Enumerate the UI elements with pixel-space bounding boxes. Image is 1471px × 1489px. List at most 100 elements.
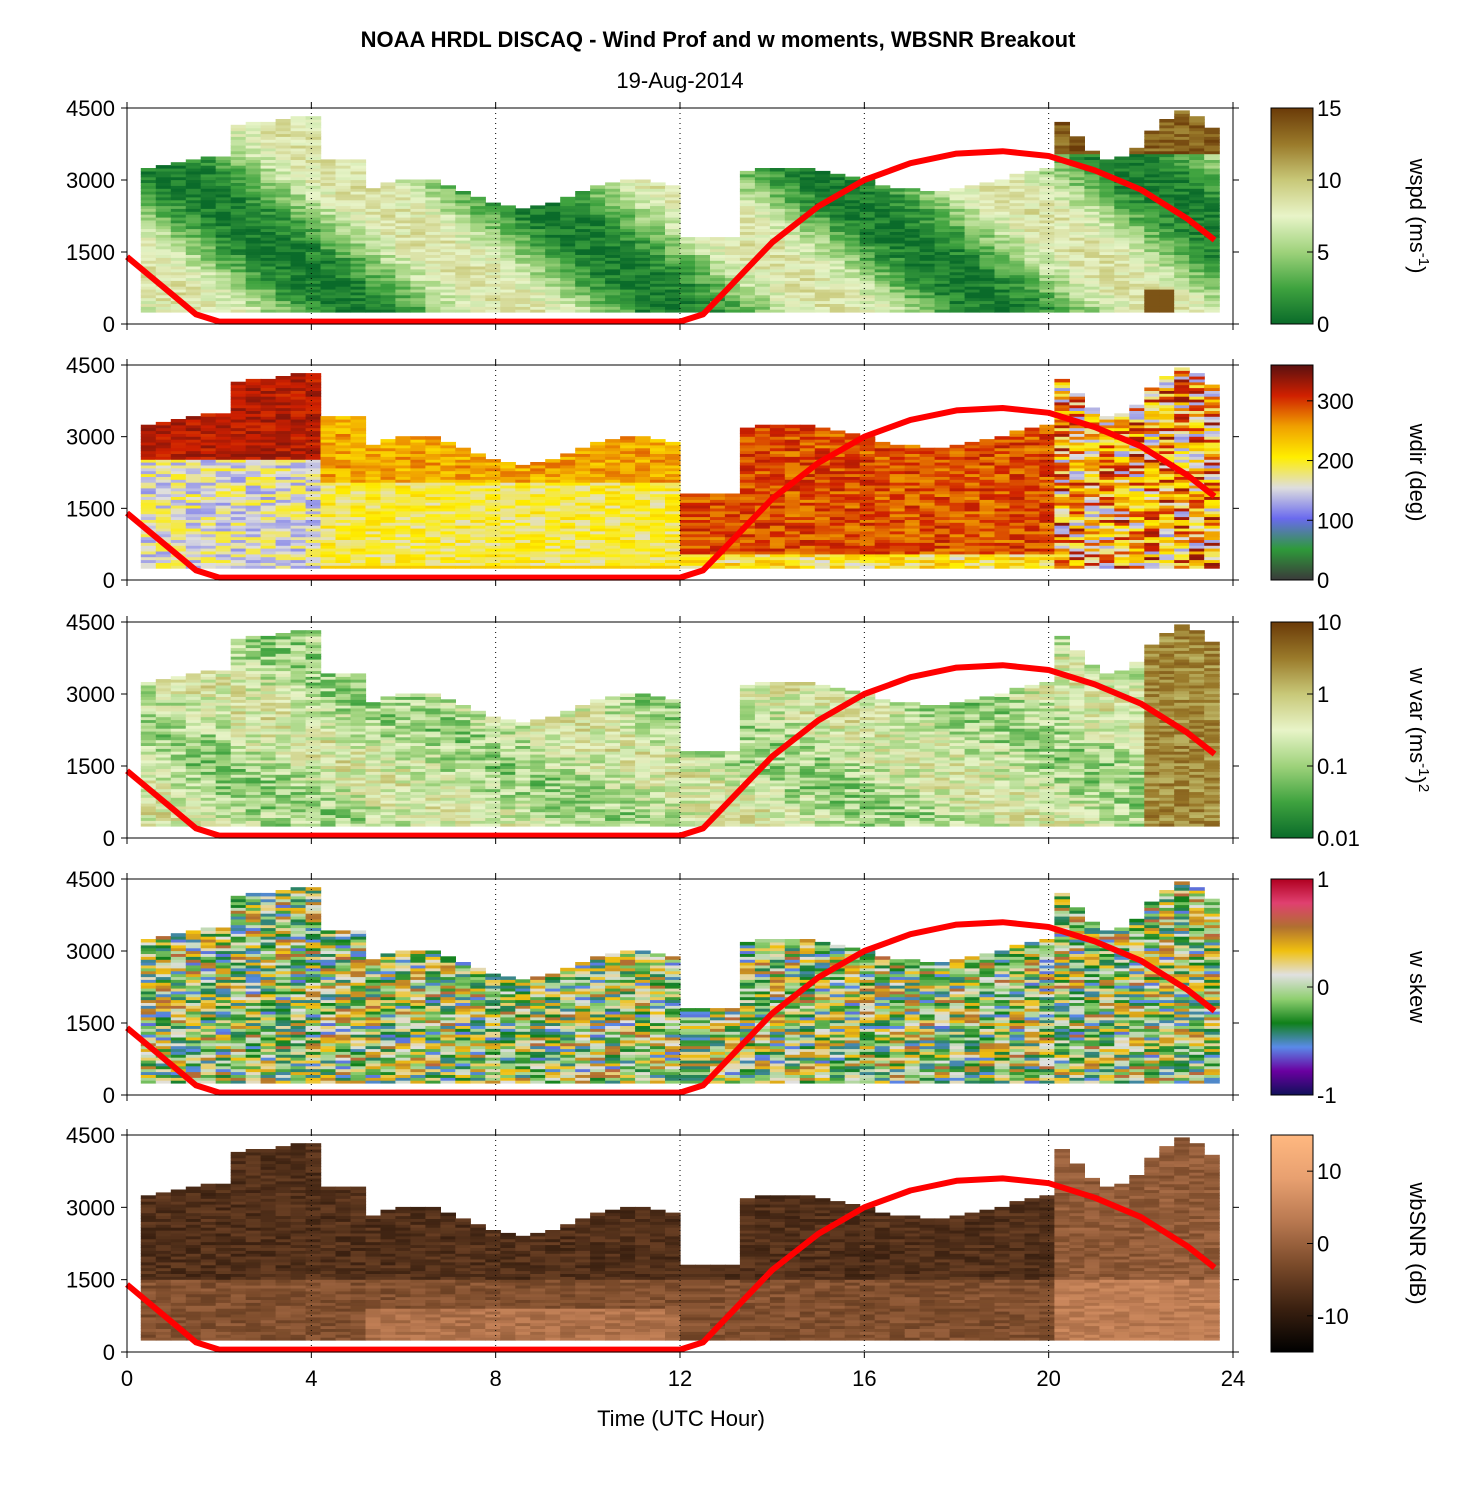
heatmap-cell xyxy=(215,309,232,313)
heatmap-cell xyxy=(455,219,471,224)
heatmap-cell xyxy=(350,208,367,212)
heatmap-cell xyxy=(290,294,307,299)
heatmap-cell xyxy=(575,196,591,201)
heatmap-cell xyxy=(140,294,157,299)
heatmap-cell xyxy=(335,265,352,270)
heatmap-cell xyxy=(290,145,307,149)
heatmap-cell xyxy=(170,237,187,241)
heatmap-cell xyxy=(365,265,382,270)
heatmap-cell xyxy=(590,274,606,279)
heatmap-cell xyxy=(260,257,277,261)
heatmap-cell xyxy=(320,294,337,299)
heatmap-cell xyxy=(605,254,621,258)
heatmap-cell xyxy=(365,222,382,227)
heatmap-cell xyxy=(245,300,262,304)
heatmap-cell xyxy=(410,265,426,270)
heatmap-cell xyxy=(260,283,277,287)
heatmap-cell xyxy=(290,268,307,273)
heatmap-cell xyxy=(140,248,157,253)
heatmap-cell xyxy=(395,263,411,267)
heatmap-cell xyxy=(200,173,217,178)
heatmap-cell xyxy=(410,231,426,235)
heatmap-cell xyxy=(590,237,606,241)
heatmap-cell xyxy=(590,228,606,232)
heatmap-cell xyxy=(500,263,516,267)
heatmap-cell xyxy=(200,271,217,276)
heatmap-cell xyxy=(500,214,516,218)
heatmap-cell xyxy=(140,196,157,201)
heatmap-cell xyxy=(515,271,531,276)
heatmap-cell xyxy=(290,208,307,212)
heatmap-cell xyxy=(470,277,486,281)
heatmap-cell xyxy=(485,268,501,273)
heatmap-cell xyxy=(410,196,426,201)
heatmap-cell xyxy=(455,217,471,221)
heatmap-cell xyxy=(515,294,531,299)
heatmap-cell xyxy=(365,199,382,204)
heatmap-cell xyxy=(230,162,247,166)
heatmap-cell xyxy=(200,217,217,221)
heatmap-cell xyxy=(560,263,576,267)
heatmap-cell xyxy=(155,185,172,189)
heatmap-cell xyxy=(140,257,157,261)
heatmap-cell xyxy=(305,147,322,152)
heatmap-cell xyxy=(230,268,247,273)
heatmap-cell xyxy=(530,263,546,267)
heatmap-cell xyxy=(470,294,486,299)
heatmap-cell xyxy=(230,260,247,264)
heatmap-cell xyxy=(889,188,906,192)
heatmap-cell xyxy=(305,231,322,235)
heatmap-cell xyxy=(410,248,426,253)
heatmap-cell xyxy=(215,165,232,169)
heatmap-cell xyxy=(230,234,247,238)
heatmap-cell xyxy=(260,147,277,152)
heatmap-cell xyxy=(215,214,232,218)
heatmap-cell xyxy=(605,289,621,293)
heatmap-cell xyxy=(575,228,591,232)
heatmap-cell xyxy=(230,286,247,290)
heatmap-cell xyxy=(260,280,277,284)
heatmap-cell xyxy=(200,306,217,310)
heatmap-cells xyxy=(140,110,1220,313)
heatmap-cell xyxy=(275,214,292,218)
heatmap-cell xyxy=(170,193,187,198)
heatmap-cell xyxy=(440,214,456,218)
heatmap-cell xyxy=(395,274,411,279)
heatmap-cell xyxy=(215,242,232,247)
heatmap-cell xyxy=(545,286,561,290)
heatmap-cell xyxy=(530,462,546,466)
heatmap-cell xyxy=(260,277,277,281)
heatmap-cell xyxy=(515,280,531,284)
heatmap-cell xyxy=(575,234,591,238)
heatmap-cell xyxy=(575,242,591,247)
heatmap-cell xyxy=(545,225,561,230)
heatmap-cell xyxy=(230,142,247,146)
heatmap-cell xyxy=(455,196,471,201)
heatmap-cell xyxy=(290,119,307,123)
heatmap-cell xyxy=(185,202,202,207)
heatmap-cell xyxy=(425,274,441,279)
heatmap-cell xyxy=(530,245,546,250)
heatmap-cell xyxy=(425,294,441,299)
heatmap-cell xyxy=(320,179,337,183)
heatmap-cell xyxy=(470,240,486,244)
heatmap-cell xyxy=(140,424,157,429)
heatmap-cell xyxy=(470,196,486,201)
heatmap-cell xyxy=(620,199,636,204)
heatmap-cell xyxy=(605,265,621,270)
heatmap-cell xyxy=(245,130,262,135)
heatmap-cell xyxy=(230,176,247,181)
heatmap-cell xyxy=(605,199,621,204)
heatmap-cell xyxy=(620,228,636,232)
heatmap-cell xyxy=(275,376,292,380)
heatmap-cell xyxy=(260,156,277,160)
heatmap-cell xyxy=(575,291,591,296)
heatmap-cell xyxy=(260,165,277,169)
heatmap-cell xyxy=(350,291,367,296)
heatmap-cell xyxy=(365,268,382,273)
heatmap-cell xyxy=(290,237,307,241)
heatmap-cell xyxy=(545,222,561,227)
heatmap-cell xyxy=(410,260,426,264)
heatmap-cell xyxy=(455,306,471,310)
